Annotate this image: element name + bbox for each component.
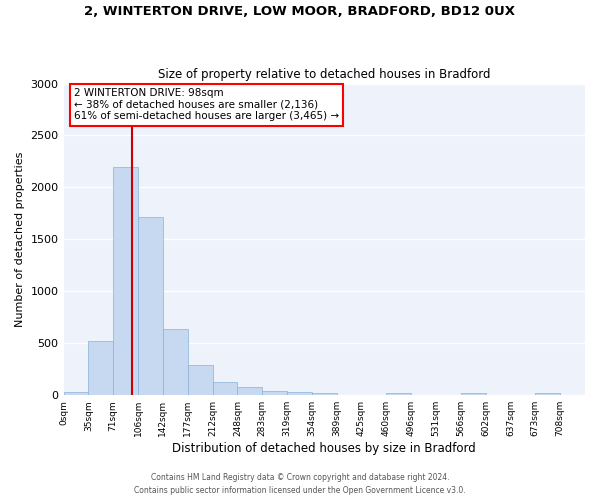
Bar (163, 329, 188, 395)
Bar (362, 394, 386, 395)
Bar (337, 394, 362, 395)
Bar (188, 365, 212, 395)
Bar (511, 394, 535, 395)
Bar (287, 392, 312, 395)
Bar (560, 394, 585, 395)
Bar (312, 392, 337, 395)
Bar (386, 392, 411, 395)
Bar (262, 390, 287, 395)
Title: Size of property relative to detached houses in Bradford: Size of property relative to detached ho… (158, 68, 491, 81)
Bar (113, 166, 138, 395)
Bar (436, 394, 461, 395)
Text: 2 WINTERTON DRIVE: 98sqm
← 38% of detached houses are smaller (2,136)
61% of sem: 2 WINTERTON DRIVE: 98sqm ← 38% of detach… (74, 88, 339, 122)
Bar (138, 216, 163, 395)
Text: Contains HM Land Registry data © Crown copyright and database right 2024.
Contai: Contains HM Land Registry data © Crown c… (134, 474, 466, 495)
Bar (535, 394, 560, 395)
Bar (212, 382, 238, 395)
Bar (238, 388, 262, 395)
Bar (411, 394, 436, 395)
Bar (88, 341, 113, 395)
Text: 2, WINTERTON DRIVE, LOW MOOR, BRADFORD, BD12 0UX: 2, WINTERTON DRIVE, LOW MOOR, BRADFORD, … (85, 5, 515, 18)
Bar (461, 393, 485, 395)
Y-axis label: Number of detached properties: Number of detached properties (15, 152, 25, 327)
Bar (64, 392, 88, 395)
X-axis label: Distribution of detached houses by size in Bradford: Distribution of detached houses by size … (172, 442, 476, 455)
Bar (485, 394, 511, 395)
